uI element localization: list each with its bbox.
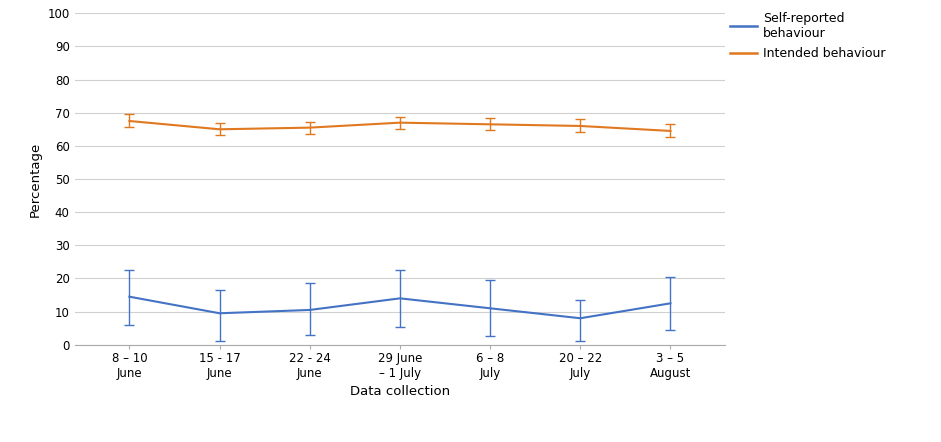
Y-axis label: Percentage: Percentage [29,141,42,217]
X-axis label: Data collection: Data collection [350,385,450,398]
Legend: Self-reported
behaviour, Intended behaviour: Self-reported behaviour, Intended behavi… [725,7,891,65]
